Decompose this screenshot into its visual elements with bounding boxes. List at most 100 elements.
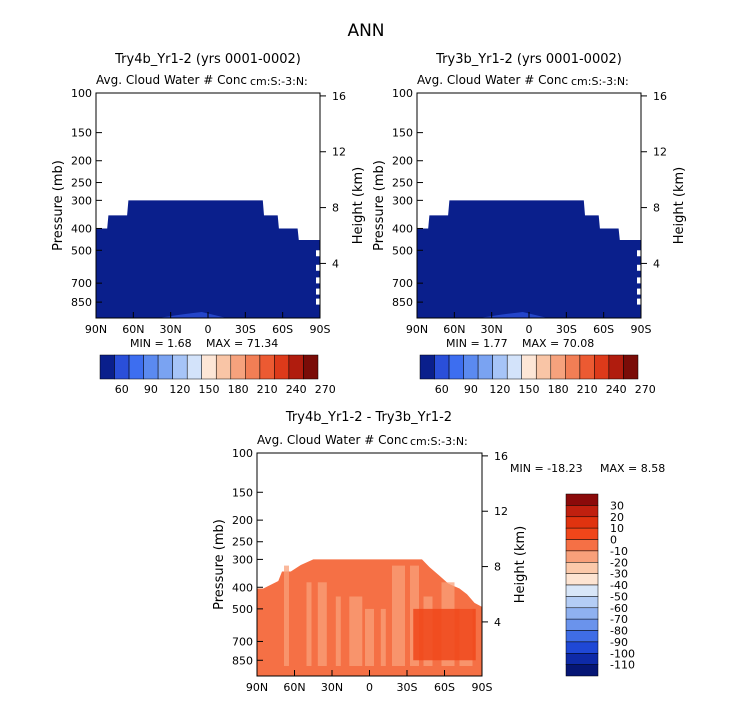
- colorbar-swatch: [565, 573, 599, 586]
- colorbar-label: -50: [610, 590, 628, 603]
- panel-subtitle: Avg. Cloud Water # Conc: [96, 73, 247, 87]
- pressure-tick-label: 200: [71, 155, 92, 168]
- min-label: MIN = 1.68: [130, 337, 192, 350]
- pressure-tick-label: 150: [392, 127, 413, 140]
- colorbar-swatch: [448, 354, 464, 380]
- pressure-tick-label: 250: [71, 177, 92, 190]
- colorbar-label: 120: [489, 383, 510, 396]
- colorbar-label: 10: [610, 522, 624, 535]
- data-field: [417, 200, 641, 318]
- min-label: MIN = -18.23: [510, 462, 583, 475]
- colorbar-label: 90: [464, 383, 478, 396]
- lat-tick-label: 90N: [85, 323, 107, 336]
- colorbar-swatch: [565, 618, 599, 631]
- pressure-tick-label: 500: [71, 244, 92, 257]
- colorbar-label: 240: [606, 383, 627, 396]
- colorbar-label: -90: [610, 636, 628, 649]
- colorbar-swatch: [201, 354, 217, 380]
- pressure-tick-label: 850: [71, 296, 92, 309]
- difference-streak: [306, 582, 312, 666]
- edge-mask: [637, 298, 641, 305]
- edge-mask: [637, 250, 641, 257]
- colorbar-swatch: [434, 354, 450, 380]
- colorbar-label: 90: [144, 383, 158, 396]
- colorbar-swatch: [506, 354, 522, 380]
- pressure-axis-label: Pressure (mb): [51, 160, 66, 251]
- panel-difference: Try4b_Yr1-2 - Try3b_Yr1-2 Avg. Cloud Wate…: [212, 410, 665, 694]
- edge-mask: [316, 277, 320, 284]
- pressure-tick-label: 850: [392, 296, 413, 309]
- data-field: [96, 200, 320, 318]
- colorbar-swatch: [565, 562, 599, 574]
- colorbar-swatch: [565, 527, 599, 540]
- difference-streak: [380, 608, 386, 666]
- colorbar-swatch: [565, 550, 599, 563]
- colorbar-swatch: [114, 354, 130, 380]
- colorbar-swatch: [419, 354, 435, 380]
- height-tick-label: 16: [332, 90, 346, 103]
- lat-tick-label: 30S: [556, 323, 577, 336]
- colorbar-label: -70: [610, 613, 628, 626]
- difference-streak: [317, 582, 327, 666]
- colorbar-swatch: [594, 354, 610, 380]
- colorbar-swatch: [608, 354, 624, 380]
- pressure-tick-label: 200: [232, 514, 253, 527]
- low-level-feature: [158, 312, 227, 318]
- colorbar-swatch: [303, 354, 319, 380]
- edge-mask: [316, 288, 320, 295]
- colorbar-label: 180: [548, 383, 569, 396]
- pressure-tick-label: 250: [232, 536, 253, 549]
- panel-try4b: Try4b_Yr1-2 (yrs 0001-0002) Avg. Cloud Wa…: [51, 52, 366, 396]
- pressure-tick-label: 250: [392, 177, 413, 190]
- height-tick-label: 8: [332, 202, 339, 215]
- lat-tick-label: 60N: [443, 323, 465, 336]
- panel-subtitle: Avg. Cloud Water # Conc: [417, 73, 568, 87]
- colorbar-label: 180: [228, 383, 249, 396]
- colorbar-swatch: [463, 354, 479, 380]
- lat-tick-label: 60N: [283, 681, 305, 694]
- colorbar-swatch: [288, 354, 304, 380]
- colorbar-label: 60: [115, 383, 129, 396]
- lat-tick-label: 90N: [406, 323, 428, 336]
- colorbar-swatch: [245, 354, 261, 380]
- height-axis-label: Height (km): [672, 167, 687, 244]
- pressure-tick-label: 150: [71, 127, 92, 140]
- colorbar-label: -10: [610, 545, 628, 558]
- max-label: MAX = 71.34: [206, 337, 278, 350]
- height-tick-label: 16: [494, 450, 508, 463]
- edge-mask: [316, 264, 320, 271]
- panel-units: cm:S:-3:N:: [571, 75, 629, 88]
- panel-units: cm:S:-3:N:: [250, 75, 308, 88]
- colorbar-swatch: [477, 354, 493, 380]
- height-tick-label: 4: [494, 616, 501, 629]
- pressure-tick-label: 100: [71, 87, 92, 100]
- colorbar-swatch: [230, 354, 246, 380]
- lat-tick-label: 60S: [434, 681, 455, 694]
- colorbar-swatch: [565, 354, 581, 380]
- pressure-tick-label: 200: [392, 155, 413, 168]
- colorbar-swatch: [565, 505, 599, 518]
- colorbar-swatch: [565, 584, 599, 597]
- colorbar-swatch: [274, 354, 290, 380]
- lat-tick-label: 0: [205, 323, 212, 336]
- pressure-tick-label: 400: [232, 581, 253, 594]
- colorbar-swatch: [157, 354, 173, 380]
- pressure-tick-label: 300: [71, 194, 92, 207]
- panel-units: cm:S:-3:N:: [410, 435, 468, 448]
- pressure-axis-label: Pressure (mb): [372, 160, 387, 251]
- panel-title: Try4b_Yr1-2 (yrs 0001-0002): [114, 52, 301, 67]
- difference-streak: [335, 596, 341, 666]
- colorbar-label: 150: [519, 383, 540, 396]
- height-axis-label: Height (km): [351, 167, 366, 244]
- edge-mask: [316, 250, 320, 257]
- colorbar-label: 270: [315, 383, 336, 396]
- colorbar-swatch: [623, 354, 639, 380]
- colorbar-swatch: [565, 539, 599, 552]
- difference-streak: [365, 608, 374, 666]
- colorbar-swatch: [186, 354, 202, 380]
- pressure-tick-label: 100: [392, 87, 413, 100]
- colorbar-swatch: [492, 354, 508, 380]
- min-label: MIN = 1.77: [446, 337, 508, 350]
- colorbar-label: -80: [610, 625, 628, 638]
- colorbar-label: -20: [610, 556, 628, 569]
